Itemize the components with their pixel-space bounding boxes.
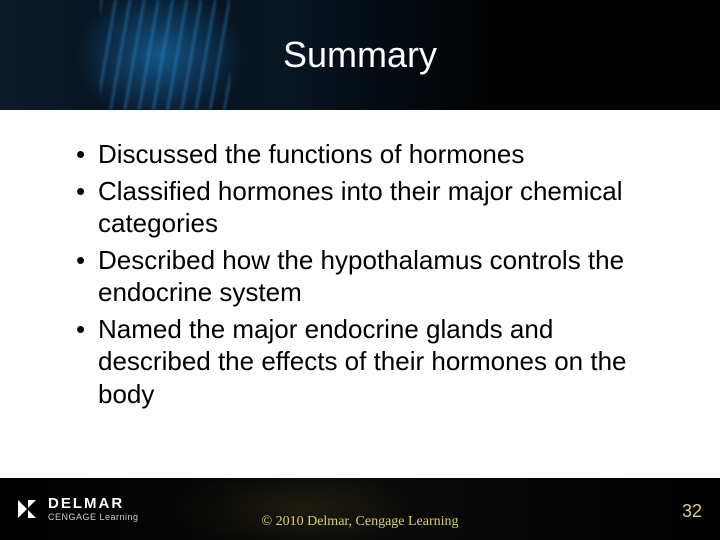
bullet-item: Discussed the functions of hormones (76, 138, 670, 171)
delmar-logo-icon (14, 496, 40, 522)
slide-title: Summary (283, 34, 437, 76)
slide-content: Discussed the functions of hormones Clas… (0, 110, 720, 410)
bullet-item: Classified hormones into their major che… (76, 175, 670, 240)
header-light-streaks (100, 0, 230, 110)
bullet-list: Discussed the functions of hormones Clas… (76, 138, 670, 410)
publisher-logo-text: DELMAR CENGAGE Learning (48, 496, 139, 522)
slide: Summary Discussed the functions of hormo… (0, 0, 720, 540)
copyright-text: © 2010 Delmar, Cengage Learning (261, 514, 458, 530)
subbrand-name: CENGAGE Learning (48, 513, 139, 522)
slide-header: Summary (0, 0, 720, 110)
publisher-logo: DELMAR CENGAGE Learning (0, 496, 139, 522)
brand-name: DELMAR (48, 496, 139, 511)
slide-footer: DELMAR CENGAGE Learning © 2010 Delmar, C… (0, 478, 720, 540)
bullet-item: Described how the hypothalamus controls … (76, 244, 670, 309)
page-number: 32 (682, 501, 702, 522)
bullet-item: Named the major endocrine glands and des… (76, 313, 670, 411)
